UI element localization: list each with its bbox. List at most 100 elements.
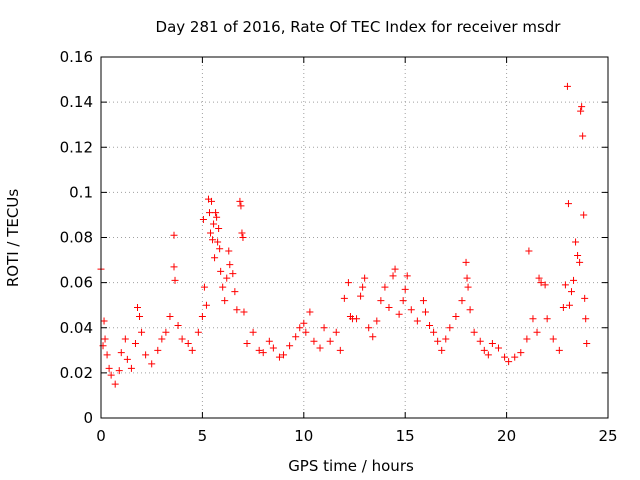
data-point [229, 270, 237, 278]
data-point [494, 344, 502, 352]
data-point [208, 197, 216, 205]
data-point [464, 283, 472, 291]
data-point [249, 328, 257, 336]
data-point [446, 324, 454, 332]
y-tick-label: 0 [83, 409, 93, 427]
data-point [101, 335, 109, 343]
data-point [209, 236, 217, 244]
data-point [344, 279, 352, 287]
data-point [211, 254, 219, 262]
data-point [300, 319, 308, 327]
data-point [458, 297, 466, 305]
x-tick-label: 0 [96, 427, 106, 445]
data-point [336, 346, 344, 354]
data-point [184, 340, 192, 348]
data-point [517, 349, 525, 357]
data-point [541, 281, 549, 289]
data-point [223, 274, 231, 282]
data-point [570, 276, 578, 284]
grid [101, 57, 608, 418]
data-point [529, 315, 537, 323]
data-point [567, 288, 575, 296]
data-point [154, 346, 162, 354]
data-point [430, 328, 438, 336]
data-point [121, 335, 129, 343]
data-point [480, 346, 488, 354]
data-point [115, 367, 123, 375]
data-point [389, 272, 397, 280]
data-point [564, 200, 572, 208]
data-point [111, 380, 119, 388]
data-point [162, 328, 170, 336]
data-point [221, 297, 229, 305]
data-point [434, 337, 442, 345]
data-point [214, 238, 222, 246]
data-point [452, 312, 460, 320]
x-tick-label: 20 [497, 427, 516, 445]
data-point [377, 297, 385, 305]
data-point [136, 312, 144, 320]
data-point [574, 252, 582, 260]
y-tick-label: 0.08 [60, 229, 93, 247]
data-point [286, 342, 294, 350]
data-point [488, 340, 496, 348]
data-point [533, 328, 541, 336]
data-point [549, 335, 557, 343]
data-point [171, 276, 179, 284]
data-point [576, 258, 584, 266]
data-point [462, 258, 470, 266]
y-axis-title: ROTI / TECUs [4, 189, 22, 287]
data-point [275, 353, 283, 361]
data-point [320, 324, 328, 332]
data-point [219, 283, 227, 291]
x-tick-label: 10 [294, 427, 313, 445]
data-point [580, 211, 588, 219]
data-point [158, 335, 166, 343]
data-point [369, 333, 377, 341]
axis-ticks [100, 56, 609, 419]
data-point [353, 315, 361, 323]
data-point [134, 303, 142, 311]
data-point [236, 197, 244, 205]
data-point [212, 209, 220, 217]
data-point [466, 306, 474, 314]
data-point [505, 358, 513, 366]
y-tick-labels: 0 0.02 0.04 0.06 0.08 0.1 0.12 0.14 0.16 [60, 48, 93, 427]
data-point [131, 340, 139, 348]
data-point [578, 103, 586, 111]
data-point [561, 281, 569, 289]
data-point [357, 292, 365, 300]
data-point [583, 340, 591, 348]
data-point [200, 283, 208, 291]
data-point [555, 346, 563, 354]
data-point [565, 301, 573, 309]
data-point [216, 245, 224, 253]
chart-title: Day 281 of 2016, Rate Of TEC Index for r… [156, 18, 562, 36]
data-point [535, 274, 543, 282]
data-point [255, 346, 263, 354]
x-axis-title: GPS time / hours [288, 457, 414, 475]
data-point [117, 349, 125, 357]
data-point [523, 335, 531, 343]
data-point [306, 308, 314, 316]
data-point [292, 333, 300, 341]
data-point [463, 274, 471, 282]
data-point [148, 360, 156, 368]
data-point [403, 272, 411, 280]
data-point [138, 328, 146, 336]
data-point [170, 231, 178, 239]
data-point [559, 303, 567, 311]
data-point [525, 247, 533, 255]
data-point [103, 351, 111, 359]
data-point [302, 328, 310, 336]
data-point [198, 312, 206, 320]
data-point [296, 324, 304, 332]
data-point [280, 351, 288, 359]
data-point [391, 265, 399, 273]
data-point [231, 288, 239, 296]
data-point [269, 344, 277, 352]
data-point [572, 238, 580, 246]
data-point [205, 209, 213, 217]
data-point [217, 267, 225, 275]
